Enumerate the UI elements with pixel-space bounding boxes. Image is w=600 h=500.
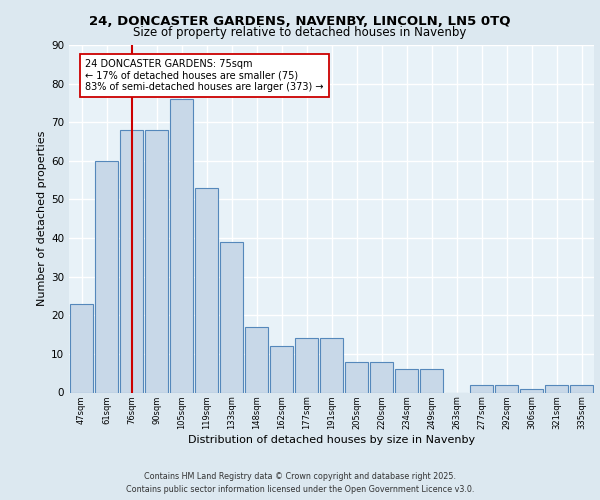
- Bar: [370, 362, 393, 392]
- Text: Contains HM Land Registry data © Crown copyright and database right 2025.
Contai: Contains HM Land Registry data © Crown c…: [126, 472, 474, 494]
- Text: 24, DONCASTER GARDENS, NAVENBY, LINCOLN, LN5 0TQ: 24, DONCASTER GARDENS, NAVENBY, LINCOLN,…: [89, 15, 511, 28]
- Bar: [320, 338, 343, 392]
- X-axis label: Distribution of detached houses by size in Navenby: Distribution of detached houses by size …: [188, 434, 475, 444]
- Bar: [295, 338, 318, 392]
- Bar: [270, 346, 293, 393]
- Bar: [470, 385, 493, 392]
- Bar: [70, 304, 93, 392]
- Bar: [345, 362, 368, 392]
- Bar: [520, 388, 543, 392]
- Bar: [220, 242, 243, 392]
- Text: Size of property relative to detached houses in Navenby: Size of property relative to detached ho…: [133, 26, 467, 39]
- Bar: [395, 370, 418, 392]
- Bar: [95, 161, 118, 392]
- Bar: [170, 99, 193, 392]
- Y-axis label: Number of detached properties: Number of detached properties: [37, 131, 47, 306]
- Bar: [145, 130, 168, 392]
- Bar: [495, 385, 518, 392]
- Text: 24 DONCASTER GARDENS: 75sqm
← 17% of detached houses are smaller (75)
83% of sem: 24 DONCASTER GARDENS: 75sqm ← 17% of det…: [85, 58, 324, 92]
- Bar: [120, 130, 143, 392]
- Bar: [420, 370, 443, 392]
- Bar: [570, 385, 593, 392]
- Bar: [195, 188, 218, 392]
- Bar: [245, 327, 268, 392]
- Bar: [545, 385, 568, 392]
